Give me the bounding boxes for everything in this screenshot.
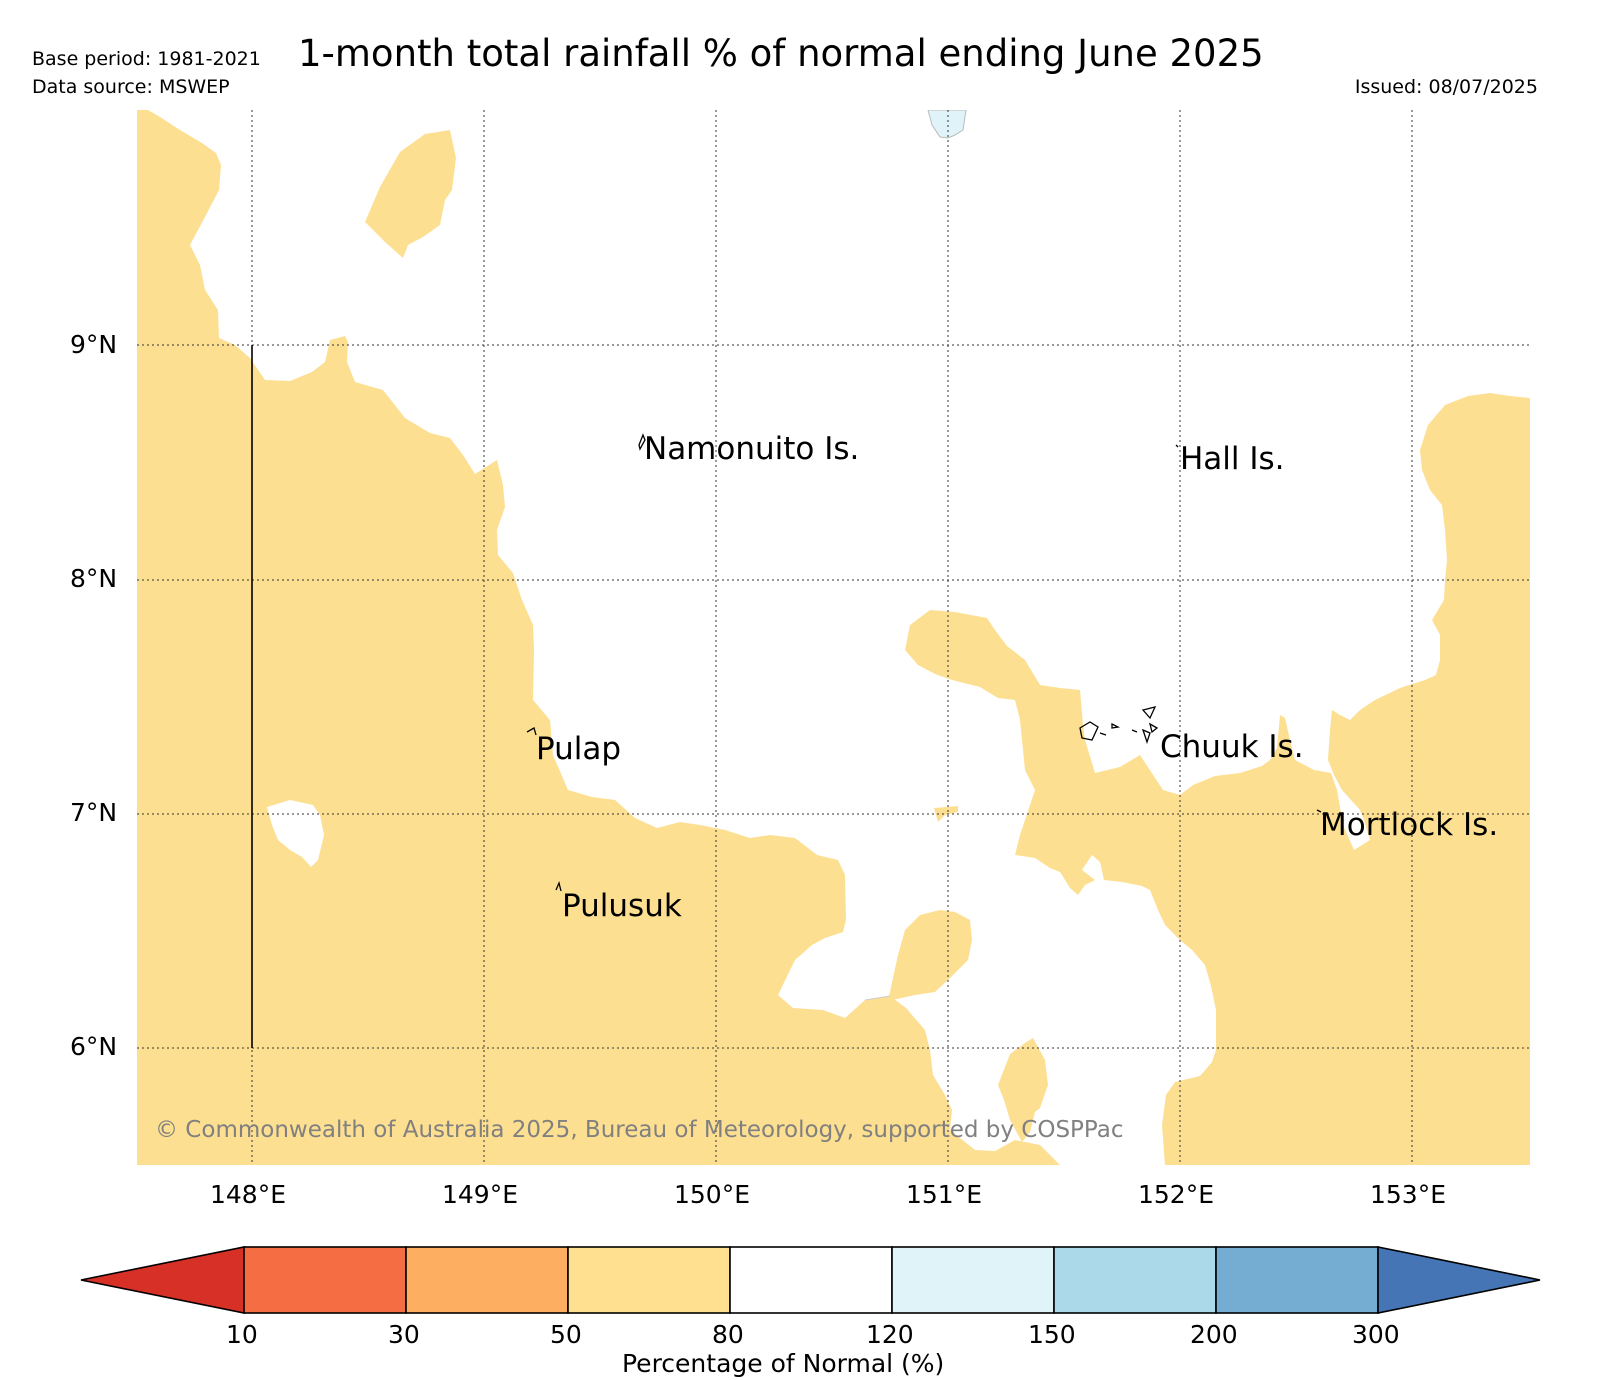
island-patch-small — [934, 806, 958, 822]
island-patch-southeast — [998, 1038, 1048, 1142]
copyright-notice: © Commonwealth of Australia 2025, Bureau… — [155, 1117, 1124, 1143]
colorbar-segment-150-200 — [1053, 1246, 1217, 1314]
colorbar-tick-10: 10 — [226, 1320, 258, 1349]
colorbar-tick-300: 300 — [1352, 1320, 1400, 1349]
colorbar — [80, 1246, 1541, 1314]
island-patch-north — [365, 130, 456, 258]
place-label-mortlock: Mortlock Is. — [1320, 807, 1499, 843]
colorbar-segment-80-120 — [729, 1246, 893, 1314]
map-title: 1-month total rainfall % of normal endin… — [298, 32, 1264, 75]
place-label-hall: Hall Is. — [1180, 441, 1285, 477]
near-normal-region — [148, 110, 1530, 1165]
colorbar-tick-50: 50 — [550, 1320, 582, 1349]
above-normal-region — [927, 110, 967, 139]
lon-tick-150e: 150°E — [674, 1180, 751, 1209]
place-label-namonuito: Namonuito Is. — [644, 431, 860, 467]
lon-tick-148e: 148°E — [210, 1180, 287, 1209]
lon-tick-152e: 152°E — [1138, 1180, 1215, 1209]
island-outlines — [526, 433, 1322, 892]
colorbar-label: Percentage of Normal (%) — [622, 1349, 945, 1378]
lat-tick-7n: 7°N — [70, 798, 118, 827]
colorbar-segment-120-150 — [891, 1246, 1055, 1314]
near-normal-hole-west — [267, 800, 324, 867]
place-label-pulusuk: Pulusuk — [562, 888, 682, 924]
lat-tick-8n: 8°N — [70, 564, 118, 593]
colorbar-tick-200: 200 — [1190, 1320, 1238, 1349]
colorbar-segment-above-300 — [1377, 1246, 1541, 1314]
lat-tick-9n: 9°N — [70, 330, 118, 359]
colorbar-segment-10-30 — [243, 1246, 407, 1314]
lon-tick-151e: 151°E — [906, 1180, 983, 1209]
lon-tick-149e: 149°E — [442, 1180, 519, 1209]
colorbar-segment-below-10 — [80, 1246, 245, 1314]
issued-date-label: Issued: 08/07/2025 — [1354, 76, 1538, 98]
colorbar-segment-200-300 — [1215, 1246, 1379, 1314]
colorbar-tick-80: 80 — [712, 1320, 744, 1349]
colorbar-segment-30-50 — [405, 1246, 569, 1314]
colorbar-tick-120: 120 — [866, 1320, 914, 1349]
data-source-label: Data source: MSWEP — [32, 76, 230, 98]
colorbar-segment-50-80 — [567, 1246, 731, 1314]
island-patch-center — [888, 910, 972, 1001]
place-label-pulap: Pulap — [536, 731, 622, 767]
map-gridlines — [137, 110, 1530, 1165]
place-label-chuuk: Chuuk Is. — [1160, 729, 1304, 765]
colorbar-tick-30: 30 — [388, 1320, 420, 1349]
lon-tick-153e: 153°E — [1370, 1180, 1447, 1209]
lat-tick-6n: 6°N — [70, 1032, 118, 1061]
colorbar-tick-150: 150 — [1028, 1320, 1076, 1349]
base-period-label: Base period: 1981-2021 — [32, 48, 261, 70]
